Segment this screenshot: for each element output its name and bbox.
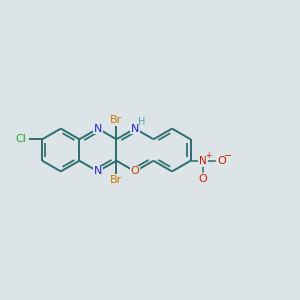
Text: H: H — [138, 117, 146, 127]
Text: N: N — [199, 156, 207, 166]
Text: Br: Br — [110, 115, 122, 125]
Text: N: N — [94, 124, 102, 134]
Text: O: O — [199, 174, 208, 184]
Text: Br: Br — [110, 175, 122, 185]
Text: N: N — [94, 167, 102, 176]
Text: Cl: Cl — [15, 134, 26, 144]
Text: +: + — [206, 151, 212, 160]
Text: O: O — [218, 156, 226, 166]
Text: O: O — [130, 167, 139, 176]
Text: −: − — [224, 151, 232, 161]
Text: N: N — [131, 124, 139, 134]
